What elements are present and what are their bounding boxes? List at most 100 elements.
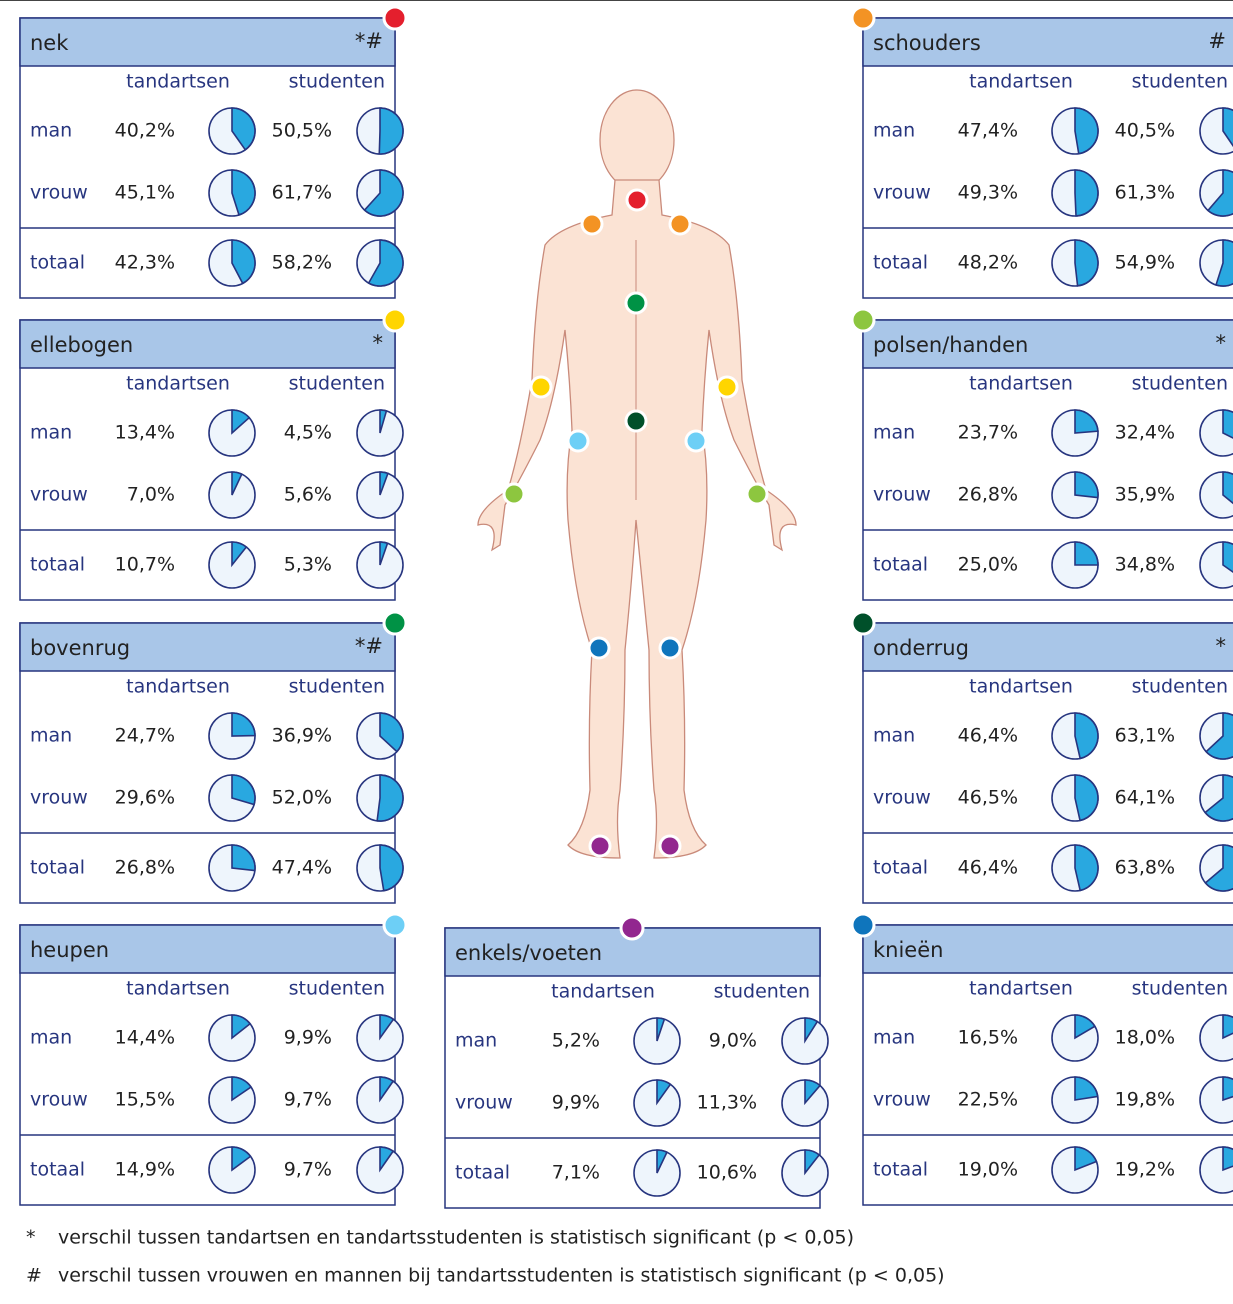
value-label: 15,5% bbox=[115, 1089, 175, 1111]
value-label: 13,4% bbox=[115, 422, 175, 444]
row-label: totaal bbox=[873, 1159, 928, 1181]
value-label: 46,4% bbox=[958, 725, 1018, 747]
panel-title: heupen bbox=[30, 938, 109, 962]
column-label: studenten bbox=[714, 981, 810, 1003]
column-label: tandartsen bbox=[126, 676, 230, 698]
row-label: totaal bbox=[873, 857, 928, 879]
column-label: studenten bbox=[1132, 978, 1228, 1000]
panel-header bbox=[20, 18, 395, 66]
panel-marker bbox=[384, 914, 406, 936]
body-marker bbox=[626, 293, 646, 313]
panel-marker bbox=[852, 612, 874, 634]
pie-slice bbox=[377, 775, 403, 821]
value-label: 48,2% bbox=[958, 252, 1018, 274]
value-label: 36,9% bbox=[272, 725, 332, 747]
value-label: 34,8% bbox=[1115, 554, 1175, 576]
panel-title: bovenrug bbox=[30, 636, 130, 660]
value-label: 11,3% bbox=[697, 1092, 757, 1114]
value-label: 14,4% bbox=[115, 1027, 175, 1049]
value-label: 29,6% bbox=[115, 787, 175, 809]
panel-title: onderrug bbox=[873, 636, 969, 660]
row-label: man bbox=[873, 120, 915, 142]
row-label: totaal bbox=[873, 252, 928, 274]
column-label: tandartsen bbox=[126, 978, 230, 1000]
pie-slice bbox=[380, 845, 403, 891]
value-label: 32,4% bbox=[1115, 422, 1175, 444]
panel-title: knieën bbox=[873, 938, 943, 962]
row-label: totaal bbox=[30, 554, 85, 576]
column-label: tandartsen bbox=[551, 981, 655, 1003]
panel-title: polsen/handen bbox=[873, 333, 1028, 357]
value-label: 10,7% bbox=[115, 554, 175, 576]
pie-slice bbox=[1223, 1147, 1233, 1170]
value-label: 5,3% bbox=[284, 554, 332, 576]
body-marker bbox=[660, 638, 680, 658]
body-marker bbox=[589, 638, 609, 658]
panel-marker bbox=[384, 7, 406, 29]
column-label: tandartsen bbox=[969, 978, 1073, 1000]
footnote-symbol: * bbox=[26, 1227, 36, 1249]
value-label: 19,0% bbox=[958, 1159, 1018, 1181]
value-label: 61,3% bbox=[1115, 182, 1175, 204]
panel-flags: *# bbox=[355, 634, 383, 658]
value-label: 50,5% bbox=[272, 120, 332, 142]
value-label: 24,7% bbox=[115, 725, 175, 747]
column-label: studenten bbox=[1132, 71, 1228, 93]
value-label: 9,9% bbox=[284, 1027, 332, 1049]
row-label: totaal bbox=[873, 554, 928, 576]
value-label: 9,9% bbox=[552, 1092, 600, 1114]
row-label: man bbox=[30, 120, 72, 142]
pie-slice bbox=[1223, 1077, 1233, 1100]
value-label: 45,1% bbox=[115, 182, 175, 204]
panel-title: schouders bbox=[873, 31, 981, 55]
footnote-symbol: # bbox=[26, 1265, 42, 1287]
value-label: 14,9% bbox=[115, 1159, 175, 1181]
body-marker bbox=[686, 431, 706, 451]
value-label: 40,2% bbox=[115, 120, 175, 142]
value-label: 64,1% bbox=[1115, 787, 1175, 809]
value-label: 4,5% bbox=[284, 422, 332, 444]
footnote-text: verschil tussen vrouwen en mannen bij ta… bbox=[58, 1265, 945, 1287]
panel-flags: * bbox=[1216, 634, 1227, 658]
column-label: studenten bbox=[289, 373, 385, 395]
value-label: 19,2% bbox=[1115, 1159, 1175, 1181]
column-label: tandartsen bbox=[969, 71, 1073, 93]
row-label: vrouw bbox=[873, 787, 931, 809]
value-label: 19,8% bbox=[1115, 1089, 1175, 1111]
value-label: 61,7% bbox=[272, 182, 332, 204]
value-label: 46,4% bbox=[958, 857, 1018, 879]
value-label: 9,7% bbox=[284, 1089, 332, 1111]
row-label: vrouw bbox=[30, 182, 88, 204]
value-label: 26,8% bbox=[958, 484, 1018, 506]
value-label: 7,1% bbox=[552, 1162, 600, 1184]
value-label: 16,5% bbox=[958, 1027, 1018, 1049]
pie-slice bbox=[379, 108, 403, 154]
row-label: vrouw bbox=[873, 1089, 931, 1111]
value-label: 49,3% bbox=[958, 182, 1018, 204]
panel-flags: * bbox=[1216, 331, 1227, 355]
column-label: tandartsen bbox=[126, 71, 230, 93]
value-label: 26,8% bbox=[115, 857, 175, 879]
value-label: 9,0% bbox=[709, 1030, 757, 1052]
body-marker bbox=[626, 411, 646, 431]
row-label: vrouw bbox=[30, 787, 88, 809]
value-label: 10,6% bbox=[697, 1162, 757, 1184]
value-label: 47,4% bbox=[958, 120, 1018, 142]
row-label: totaal bbox=[455, 1162, 510, 1184]
value-label: 58,2% bbox=[272, 252, 332, 274]
panel-marker bbox=[852, 914, 874, 936]
panel-marker bbox=[384, 612, 406, 634]
panel-marker bbox=[852, 7, 874, 29]
panel-title: nek bbox=[30, 31, 69, 55]
panel-title: enkels/voeten bbox=[455, 941, 602, 965]
infographic: nek*#tandartsenstudentenman40,2%50,5%vro… bbox=[0, 0, 1233, 1300]
value-label: 23,7% bbox=[958, 422, 1018, 444]
row-label: man bbox=[30, 422, 72, 444]
body-marker bbox=[747, 484, 767, 504]
row-label: totaal bbox=[30, 1159, 85, 1181]
body-marker bbox=[582, 214, 602, 234]
row-label: vrouw bbox=[30, 1089, 88, 1111]
value-label: 54,9% bbox=[1115, 252, 1175, 274]
pie-slice bbox=[1223, 1015, 1233, 1038]
value-label: 35,9% bbox=[1115, 484, 1175, 506]
